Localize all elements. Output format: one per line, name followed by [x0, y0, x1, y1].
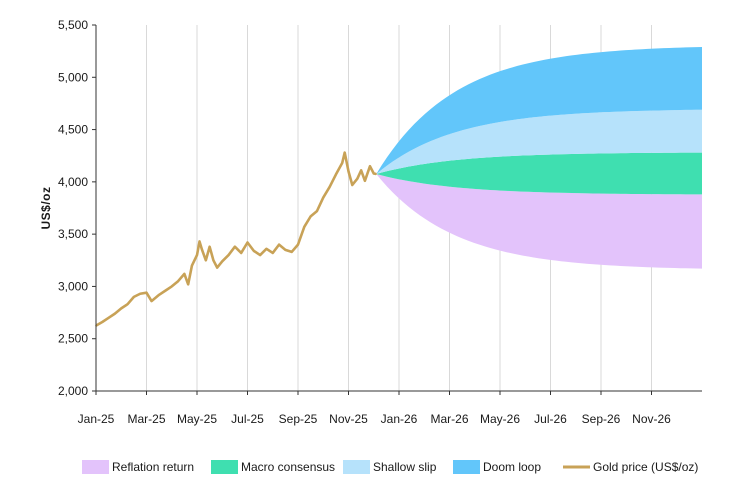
gold-price-point	[216, 266, 218, 269]
gold-price-point	[343, 151, 346, 154]
x-tick-label: Jul-25	[231, 412, 264, 426]
gold-price-point	[133, 296, 135, 298]
gold-price-point	[271, 252, 274, 254]
x-tick-label: May-26	[480, 412, 520, 426]
gold-price-point	[259, 254, 261, 256]
gold-price-point	[278, 243, 280, 246]
gold-price-point	[284, 249, 287, 251]
gold-price-point	[212, 259, 215, 262]
gold-price-point	[107, 317, 110, 319]
gold-price-point	[120, 307, 123, 310]
gold-price-point	[356, 177, 359, 180]
gold-price-point	[139, 292, 141, 295]
y-tick-label: 4,500	[58, 123, 88, 137]
y-tick-label: 5,000	[58, 70, 88, 84]
gold-price-point	[170, 285, 173, 288]
gold-price-point	[372, 172, 375, 175]
gold-price-point	[205, 259, 207, 262]
legend-label: Macro consensus	[241, 460, 335, 474]
legend-swatch	[343, 460, 370, 474]
gold-price-point	[297, 243, 299, 246]
gold-price-point	[114, 312, 116, 315]
gold-price-point	[196, 254, 198, 256]
gold-price-point	[265, 247, 268, 250]
scenario-band-shallow-slip	[376, 109, 702, 175]
legend-label: Reflation return	[112, 460, 194, 474]
gold-price-point	[309, 215, 312, 218]
gold-price-point	[246, 241, 249, 244]
legend-label: Gold price (US$/oz)	[593, 460, 698, 474]
gold-price-point	[335, 173, 337, 176]
scenario-band-doom-loop	[376, 46, 702, 175]
gold-price-point	[221, 260, 224, 263]
gold-price-point	[347, 170, 350, 173]
gold-price-point	[303, 226, 306, 228]
x-tick-label: Mar-25	[127, 412, 165, 426]
gold-price-point	[351, 184, 354, 186]
gold-price-point	[234, 245, 236, 248]
gold-price-point	[364, 180, 366, 182]
axes: 2,000 2,500 3,000 3,500 4,000 4,500 5,000 5,500…	[39, 18, 702, 426]
gold-price-point	[150, 300, 153, 302]
x-tick-label: Sep-26	[582, 412, 621, 426]
gold-price-point	[164, 289, 167, 292]
gold-price-point	[316, 210, 318, 212]
x-tick-label: Sep-25	[279, 412, 318, 426]
gold-price-point	[145, 291, 148, 294]
gold-price-point	[360, 169, 362, 172]
gold-price-line	[95, 151, 377, 327]
gold-price-point	[177, 280, 179, 283]
x-tick-label: Jan-26	[381, 412, 418, 426]
legend-label: Shallow slip	[373, 460, 437, 474]
scenario-band-macro-consensus	[376, 152, 702, 195]
gold-price-point	[126, 303, 129, 306]
scenario-band-reflation-return	[376, 174, 702, 269]
gold-price-point	[191, 264, 193, 267]
gold-price-point	[101, 321, 104, 323]
x-tick-label: Mar-26	[430, 412, 468, 426]
legend-swatch	[211, 460, 238, 474]
gold-price-point	[328, 186, 331, 188]
gold-price-point	[322, 196, 325, 199]
y-tick-label: 4,000	[58, 175, 88, 189]
gold-price-point	[369, 165, 371, 167]
gold-price-point	[183, 273, 186, 275]
gold-price-point	[198, 240, 201, 243]
scenario-bands	[376, 46, 702, 269]
y-tick-label: 3,500	[58, 227, 88, 241]
legend-swatch	[82, 460, 109, 474]
legend-swatch	[453, 460, 480, 474]
gold-price-point	[208, 245, 211, 248]
price-series	[95, 151, 378, 327]
gold-price-point	[253, 250, 255, 252]
x-tick-label: Nov-25	[329, 412, 368, 426]
gold-price-point	[290, 251, 293, 253]
y-tick-label: 5,500	[58, 18, 88, 32]
y-axis-title: US$/oz	[39, 186, 53, 229]
x-tick-label: May-25	[177, 412, 217, 426]
gold-price-point	[375, 173, 378, 175]
x-tick-label: Jul-26	[534, 412, 567, 426]
gold-price-point	[240, 252, 242, 254]
x-tick-label: Jan-25	[78, 412, 115, 426]
y-tick-label: 3,000	[58, 279, 88, 293]
gold-price-point	[341, 162, 343, 164]
legend: Reflation return Macro consensus Shallow s…	[82, 460, 698, 474]
x-tick-label: Nov-26	[632, 412, 671, 426]
gold-price-point	[227, 254, 230, 256]
y-tick-label: 2,500	[58, 332, 88, 346]
gold-price-point	[201, 249, 203, 251]
legend-label: Doom loop	[483, 460, 541, 474]
gold-price-point	[158, 293, 160, 296]
gold-price-point	[187, 283, 189, 286]
y-tick-label: 2,000	[58, 384, 88, 398]
